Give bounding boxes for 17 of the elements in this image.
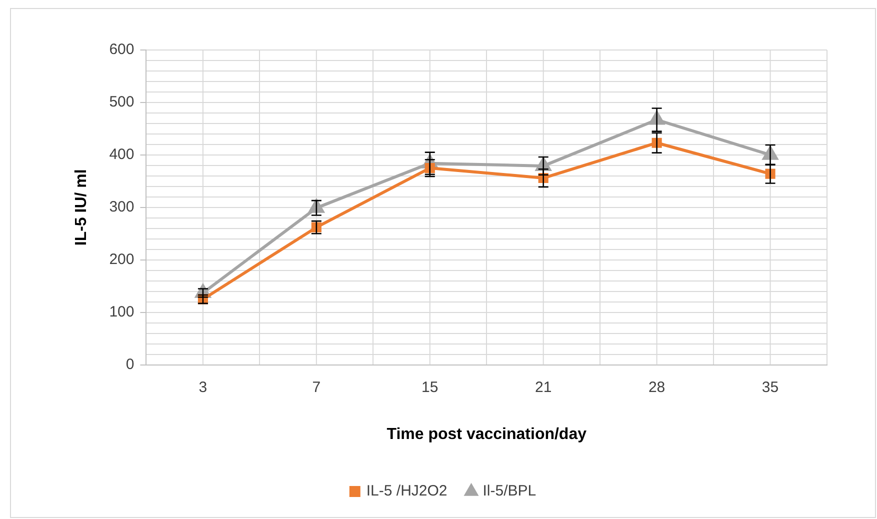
- y-tick-label: 400: [109, 146, 134, 164]
- y-tick-label: 0: [126, 356, 134, 373]
- legend-label: IL-5 /HJ2O2: [366, 482, 448, 500]
- y-tick-label: 200: [109, 251, 134, 268]
- x-tick-label: 3: [198, 378, 208, 396]
- legend-label: Il-5/BPL: [482, 482, 536, 500]
- x-tick-label: 7: [312, 378, 321, 396]
- x-axis-title: Time post vaccination/day: [386, 426, 587, 443]
- y-axis-title: IL-5 IU/ ml: [73, 169, 90, 246]
- y-tick-label: 600: [109, 41, 134, 58]
- x-tick-label: 35: [762, 378, 779, 396]
- x-tick-label: 15: [422, 378, 438, 396]
- y-tick-label: 300: [109, 198, 134, 216]
- x-tick-label: 21: [535, 378, 552, 396]
- y-tick-label: 100: [109, 303, 134, 320]
- y-tick-label: 500: [109, 94, 134, 111]
- x-tick-label: 28: [648, 378, 666, 396]
